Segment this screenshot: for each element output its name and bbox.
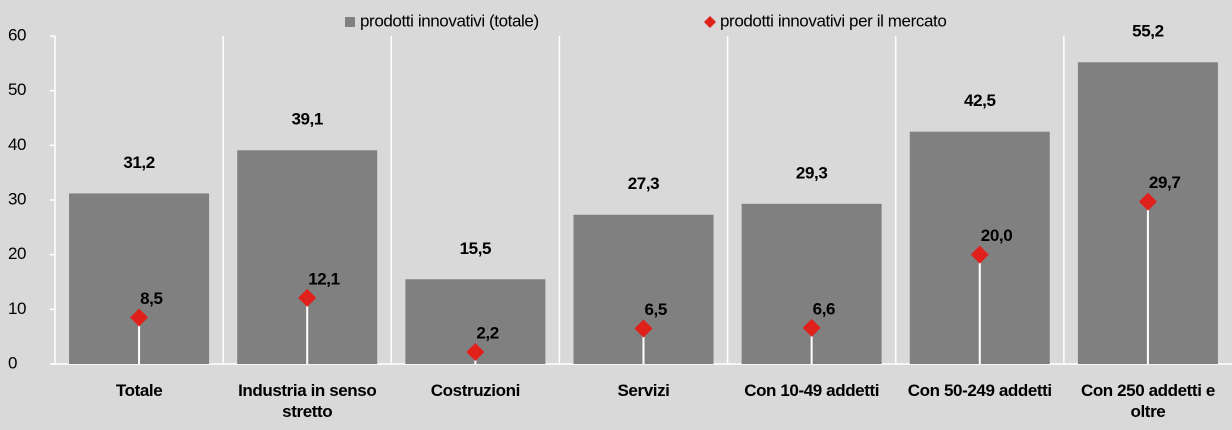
value-label: 12,1 xyxy=(308,269,340,288)
x-tick-label: Con 50-249 addetti xyxy=(907,381,1052,400)
y-tick-label: 30 xyxy=(8,189,26,208)
value-label: 20,0 xyxy=(981,226,1013,245)
y-tick-label: 20 xyxy=(8,244,26,263)
legend-label: prodotti innovativi (totale) xyxy=(360,11,539,30)
x-tick-label: Con 250 addetti e oltre xyxy=(1080,381,1215,421)
value-label: 6,5 xyxy=(645,300,667,319)
value-label: 29,7 xyxy=(1149,173,1181,192)
marker xyxy=(130,308,149,327)
x-tick-label: Industria in senso stretto xyxy=(238,381,377,421)
value-label: 42,5 xyxy=(964,91,996,110)
y-tick-label: 40 xyxy=(8,135,26,154)
marker xyxy=(1138,192,1157,211)
y-tick-label: 60 xyxy=(8,25,26,44)
value-label: 15,5 xyxy=(460,239,492,258)
value-label: 31,2 xyxy=(123,153,155,172)
legend-swatch xyxy=(345,17,355,27)
value-label: 2,2 xyxy=(476,323,498,342)
legend-label: prodotti innovativi per il mercato xyxy=(720,11,946,30)
x-tick-label: Con 10-49 addetti xyxy=(744,381,880,400)
y-tick-label: 0 xyxy=(8,353,17,372)
x-tick-label: Costruzioni xyxy=(430,381,520,400)
marker xyxy=(298,288,317,307)
legend-swatch xyxy=(704,16,716,28)
x-tick-label: Totale xyxy=(115,381,163,400)
value-label: 8,5 xyxy=(140,289,162,308)
value-label: 55,2 xyxy=(1132,22,1164,41)
marker xyxy=(634,319,653,338)
value-label: 27,3 xyxy=(628,174,660,193)
value-label: 39,1 xyxy=(291,110,323,129)
marker xyxy=(970,245,989,264)
y-tick-label: 50 xyxy=(8,80,26,99)
marker xyxy=(802,318,821,337)
marker xyxy=(466,342,485,361)
value-label: 29,3 xyxy=(796,163,828,182)
y-tick-label: 10 xyxy=(8,299,26,318)
x-tick-label: Servizi xyxy=(617,381,670,400)
value-label: 6,6 xyxy=(813,299,835,318)
